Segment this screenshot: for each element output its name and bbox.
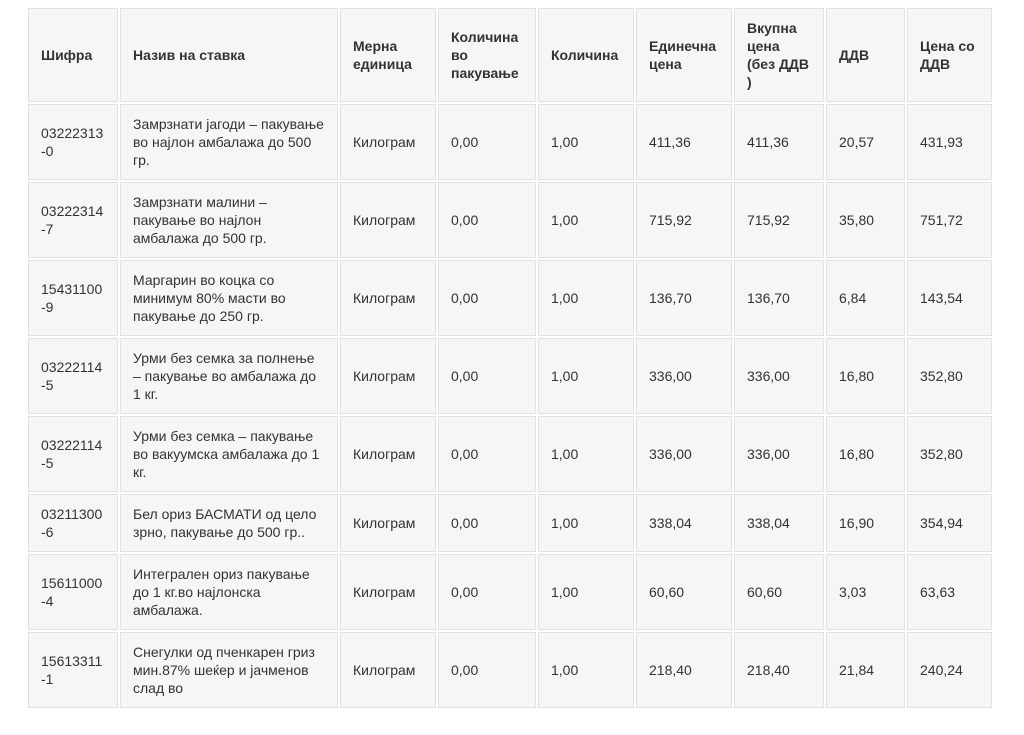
column-header-qty: Количина [538,8,634,102]
cell-unit-price: 411,36 [636,104,732,180]
column-header-price-with-vat: Цена со ДДВ [907,8,992,102]
cell-price-with-vat: 63,63 [907,554,992,630]
cell-unit: Килограм [340,260,436,336]
cell-vat: 16,80 [826,416,905,492]
table-row: 03222313-0 Замрзнати јагоди – пакување в… [28,104,992,180]
table-row: 03211300-6 Бел ориз БАСМАТИ од цело зрно… [28,494,992,552]
cell-vat: 3,03 [826,554,905,630]
cell-total-without-vat: 411,36 [734,104,824,180]
cell-qty: 1,00 [538,338,634,414]
cell-price-with-vat: 431,93 [907,104,992,180]
cell-name: Замрзнати малини – пакување во најлон ам… [120,182,338,258]
table-header: Шифра Назив на ставка Мерна единица Коли… [28,8,992,102]
cell-name: Замрзнати јагоди – пакување во најлон ам… [120,104,338,180]
table-row: 15611000-4 Интегрален ориз пакување до 1… [28,554,992,630]
table-row: 15431100-9 Маргарин во коцка со минимум … [28,260,992,336]
cell-name: Урми без семка – пакување во вакуумска а… [120,416,338,492]
column-header-unit: Мерна единица [340,8,436,102]
cell-name: Урми без семка за полнење – пакување во … [120,338,338,414]
cell-vat: 21,84 [826,632,905,708]
cell-vat: 16,80 [826,338,905,414]
cell-code: 03211300-6 [28,494,118,552]
cell-qty: 1,00 [538,554,634,630]
table-row: 15613311-1 Снегулки од пченкарен гриз ми… [28,632,992,708]
cell-qty-per-pack: 0,00 [438,260,536,336]
items-table-section: Шифра Назив на ставка Мерна единица Коли… [26,6,994,710]
cell-qty: 1,00 [538,182,634,258]
cell-qty: 1,00 [538,632,634,708]
cell-unit-price: 338,04 [636,494,732,552]
table-row: 03222114-5 Урми без семка – пакување во … [28,416,992,492]
cell-name: Маргарин во коцка со минимум 80% масти в… [120,260,338,336]
cell-unit-price: 336,00 [636,416,732,492]
cell-qty-per-pack: 0,00 [438,182,536,258]
cell-qty-per-pack: 0,00 [438,494,536,552]
column-header-qty-per-pack: Количина во пакување [438,8,536,102]
header-row: Шифра Назив на ставка Мерна единица Коли… [28,8,992,102]
cell-unit: Килограм [340,494,436,552]
cell-unit-price: 715,92 [636,182,732,258]
cell-total-without-vat: 336,00 [734,416,824,492]
cell-code: 03222114-5 [28,416,118,492]
cell-qty-per-pack: 0,00 [438,104,536,180]
cell-price-with-vat: 751,72 [907,182,992,258]
cell-unit-price: 136,70 [636,260,732,336]
cell-unit: Килограм [340,104,436,180]
cell-total-without-vat: 136,70 [734,260,824,336]
cell-vat: 20,57 [826,104,905,180]
cell-qty-per-pack: 0,00 [438,554,536,630]
cell-qty: 1,00 [538,260,634,336]
cell-vat: 35,80 [826,182,905,258]
cell-vat: 16,90 [826,494,905,552]
column-header-unit-price: Единечна цена [636,8,732,102]
cell-code: 03222114-5 [28,338,118,414]
column-header-name: Назив на ставка [120,8,338,102]
cell-unit: Килограм [340,182,436,258]
cell-price-with-vat: 352,80 [907,416,992,492]
column-header-vat: ДДВ [826,8,905,102]
column-header-code: Шифра [28,8,118,102]
cell-unit: Килограм [340,554,436,630]
cell-unit: Килограм [340,338,436,414]
cell-unit-price: 336,00 [636,338,732,414]
cell-price-with-vat: 354,94 [907,494,992,552]
cell-name: Бел ориз БАСМАТИ од цело зрно, пакување … [120,494,338,552]
cell-total-without-vat: 336,00 [734,338,824,414]
cell-total-without-vat: 218,40 [734,632,824,708]
cell-unit-price: 60,60 [636,554,732,630]
cell-total-without-vat: 338,04 [734,494,824,552]
table-body: 03222313-0 Замрзнати јагоди – пакување в… [28,104,992,708]
cell-qty-per-pack: 0,00 [438,416,536,492]
cell-qty: 1,00 [538,494,634,552]
cell-qty-per-pack: 0,00 [438,338,536,414]
cell-unit: Килограм [340,632,436,708]
cell-unit-price: 218,40 [636,632,732,708]
cell-qty: 1,00 [538,416,634,492]
cell-name: Интегрален ориз пакување до 1 кг.во најл… [120,554,338,630]
cell-qty-per-pack: 0,00 [438,632,536,708]
cell-code: 03222313-0 [28,104,118,180]
table-row: 03222314-7 Замрзнати малини – пакување в… [28,182,992,258]
cell-price-with-vat: 240,24 [907,632,992,708]
cell-code: 15611000-4 [28,554,118,630]
cell-price-with-vat: 352,80 [907,338,992,414]
table-row: 03222114-5 Урми без семка за полнење – п… [28,338,992,414]
cell-code: 03222314-7 [28,182,118,258]
cell-unit: Килограм [340,416,436,492]
cell-vat: 6,84 [826,260,905,336]
cell-price-with-vat: 143,54 [907,260,992,336]
column-header-total-without-vat: Вкупна цена (без ДДВ ) [734,8,824,102]
cell-name: Снегулки од пченкарен гриз мин.87% шеќер… [120,632,338,708]
cell-qty: 1,00 [538,104,634,180]
cell-total-without-vat: 715,92 [734,182,824,258]
cell-code: 15431100-9 [28,260,118,336]
cell-code: 15613311-1 [28,632,118,708]
items-table: Шифра Назив на ставка Мерна единица Коли… [26,6,994,710]
cell-total-without-vat: 60,60 [734,554,824,630]
